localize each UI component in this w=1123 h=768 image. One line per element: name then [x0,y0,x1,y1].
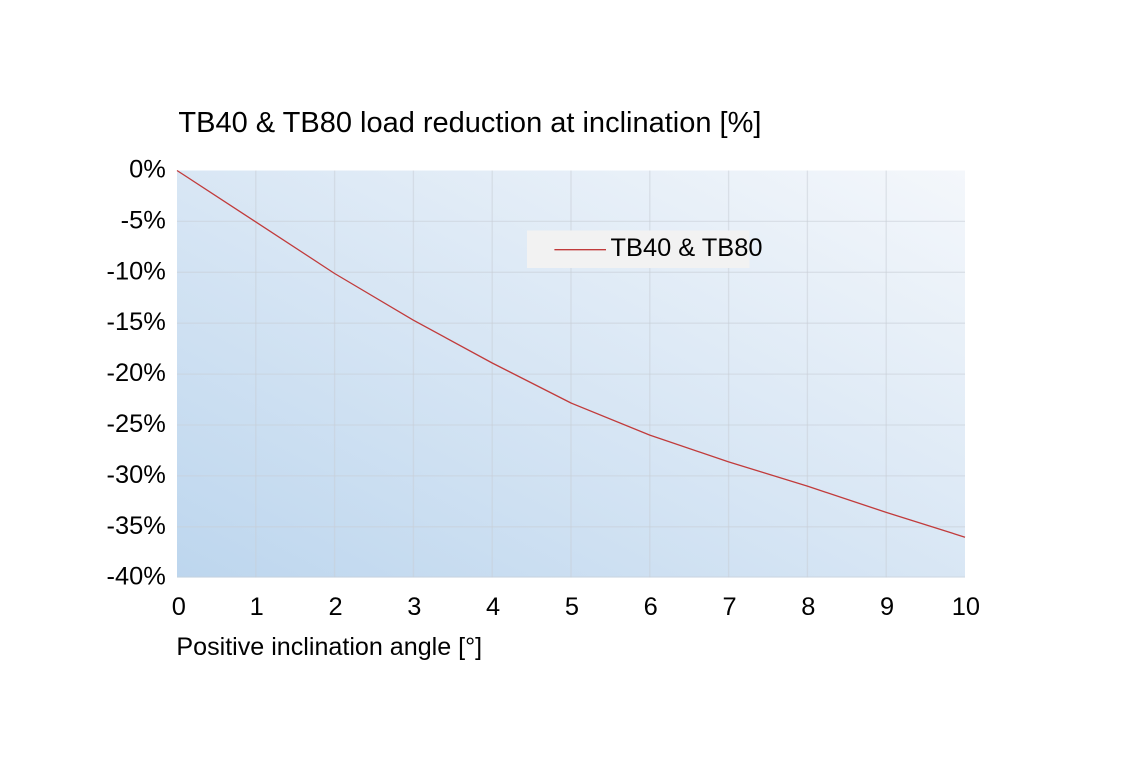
svg-text:-40%: -40% [107,562,166,590]
svg-text:7: 7 [722,593,736,621]
svg-text:-25%: -25% [107,410,166,438]
svg-text:4: 4 [486,593,500,621]
svg-text:TB40 & TB80: TB40 & TB80 [611,234,763,262]
svg-text:5: 5 [565,593,579,621]
svg-text:9: 9 [880,593,894,621]
svg-text:0: 0 [172,593,186,621]
svg-text:3: 3 [407,593,421,621]
svg-text:0%: 0% [129,156,166,184]
svg-text:2: 2 [328,593,342,621]
svg-text:TB40 & TB80 load reduction at: TB40 & TB80 load reduction at inclinatio… [178,107,761,139]
svg-text:6: 6 [644,593,658,621]
svg-text:-20%: -20% [107,359,166,387]
svg-text:1: 1 [250,593,264,621]
svg-text:-15%: -15% [107,308,166,336]
svg-text:10: 10 [952,593,980,621]
svg-text:-5%: -5% [121,206,166,234]
svg-text:-10%: -10% [107,257,166,285]
svg-text:-30%: -30% [107,461,166,489]
svg-text:8: 8 [801,593,815,621]
svg-text:Positive inclination angle [°]: Positive inclination angle [°] [176,633,482,661]
svg-text:-35%: -35% [107,512,166,540]
